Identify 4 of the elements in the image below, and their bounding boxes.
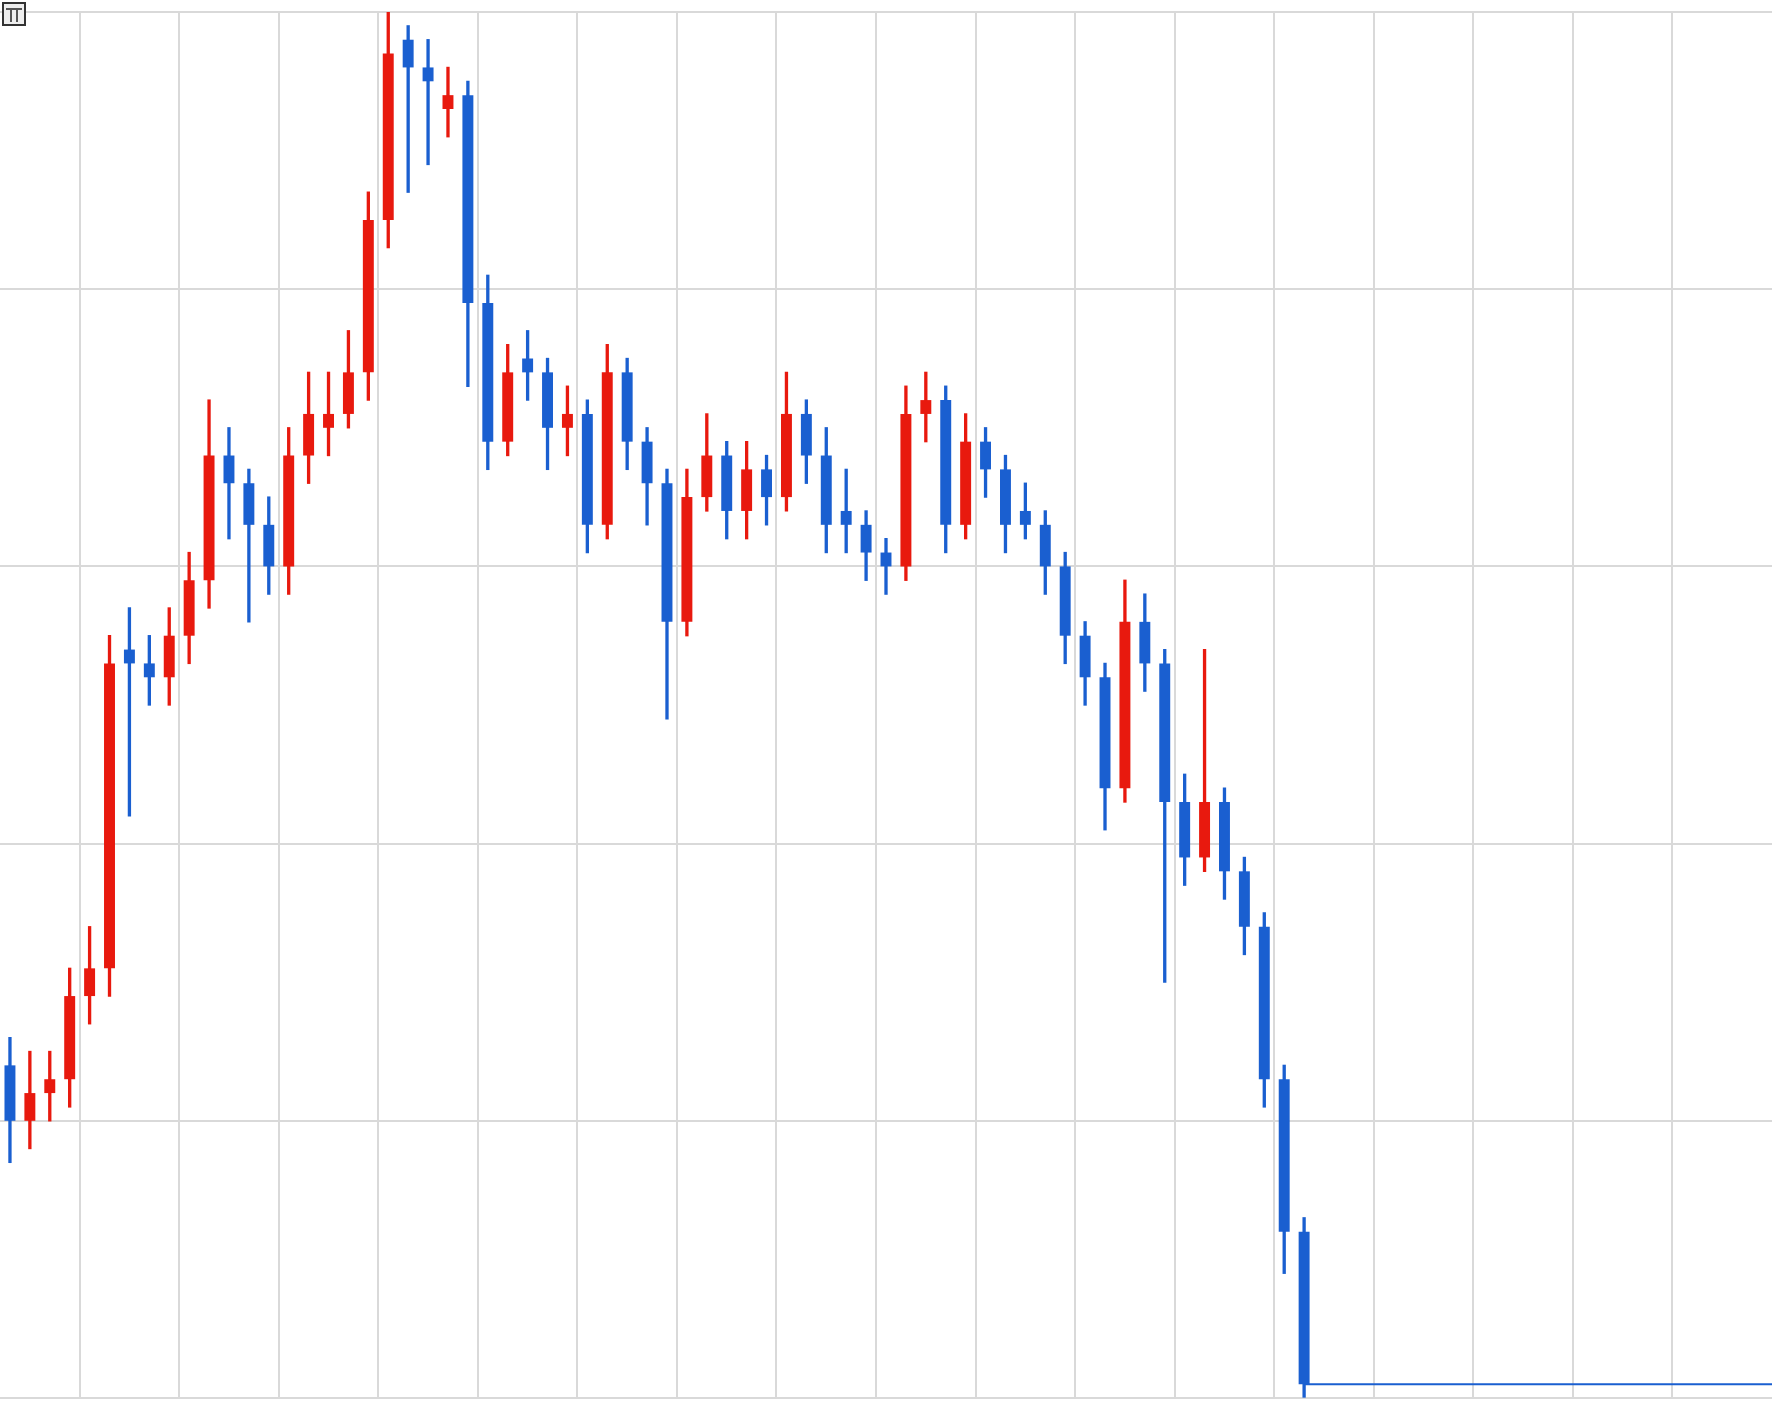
candlestick <box>422 39 434 166</box>
candlestick <box>402 25 414 193</box>
candlestick <box>442 66 454 138</box>
candlestick <box>223 427 235 540</box>
